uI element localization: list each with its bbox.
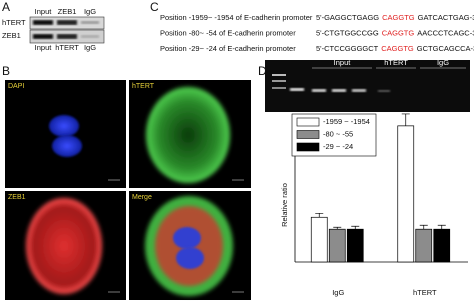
band [33, 20, 53, 25]
lane-label: hTERT [55, 43, 79, 52]
sequence-motif: CAGGTG [382, 28, 415, 37]
row-label: hTERT [2, 18, 26, 27]
lane-label: Input [35, 43, 53, 52]
position-label: Position -29~ -24 of E-cadherin promoter [160, 44, 296, 53]
legend-swatch [296, 117, 320, 127]
panel-label: D [258, 64, 267, 78]
sequence-left: 5'-CTCCGGGGCT [316, 44, 379, 53]
legend-label: -1959 ~ -1954 [323, 117, 370, 126]
error-bar [351, 225, 360, 230]
position-label: Position -1959~ -1954 of E-cadherin prom… [160, 13, 313, 22]
lane-label: ZEB1 [58, 7, 77, 16]
x-tick-label: IgG [332, 288, 344, 297]
sequence-right: AACCCTCAGC-3' [417, 28, 474, 37]
band [81, 35, 99, 38]
gel [265, 60, 470, 112]
error-bar [401, 113, 410, 126]
x-tick-label: hTERT [413, 288, 437, 297]
sequence-motif: CAGGTG [381, 44, 414, 53]
lane-label: IgG [84, 43, 96, 52]
sequence-motif: CAGGTG [382, 13, 415, 22]
band [33, 34, 53, 39]
panel-label: B [2, 64, 10, 78]
legend-swatch [296, 130, 320, 139]
legend-label: -80 ~ -55 [323, 129, 353, 138]
image-label: Merge [132, 194, 152, 201]
sequence-right: GCTGCAGCCA-3' [417, 44, 474, 53]
panel-label: C [150, 0, 159, 14]
sequence-left: 5'-GAGGCTGAGG [316, 13, 379, 22]
sequence-left: 5'-CTGTGGCCGG [316, 28, 379, 37]
error-bar [315, 212, 324, 218]
lane-label: Input [35, 7, 53, 16]
sequence: 5'-GAGGCTGAGG CAGGTG GATCACTGAG-3' [316, 13, 474, 22]
error-bar [437, 224, 446, 230]
sequence-right: GATCACTGAG-3' [418, 13, 474, 22]
image-label: hTERT [132, 83, 155, 90]
sequence: 5'-CTGTGGCCGG CAGGTG AACCCTCAGC-3' [316, 28, 474, 37]
legend-label: -29 ~ -24 [323, 142, 353, 151]
gel-lane-label: hTERT [384, 58, 408, 67]
micrographs [5, 80, 251, 300]
panel-label: A [2, 0, 10, 14]
legend-swatch [296, 142, 320, 152]
bar [328, 228, 346, 263]
bar [397, 125, 415, 263]
image-label: ZEB1 [8, 194, 26, 201]
lane-label: IgG [84, 7, 96, 16]
error-bar [333, 226, 342, 230]
image-label: DAPI [8, 83, 24, 90]
position-label: Position -80~ -54 of E-cadherin promoter [160, 28, 296, 37]
bar [433, 228, 451, 263]
gel-lane-label: Input [334, 58, 352, 67]
gel-lane-label: IgG [437, 58, 449, 67]
bar [310, 216, 328, 263]
sequence: 5'-CTCCGGGGCT CAGGTG GCTGCAGCCA-3' [316, 44, 474, 53]
band [57, 34, 77, 39]
y-axis-label: Relative ratio [280, 183, 289, 227]
band [81, 21, 99, 24]
bar [415, 228, 433, 263]
error-bar [419, 224, 428, 230]
row-label: ZEB1 [2, 31, 21, 40]
band [57, 20, 77, 25]
bar [346, 228, 364, 263]
